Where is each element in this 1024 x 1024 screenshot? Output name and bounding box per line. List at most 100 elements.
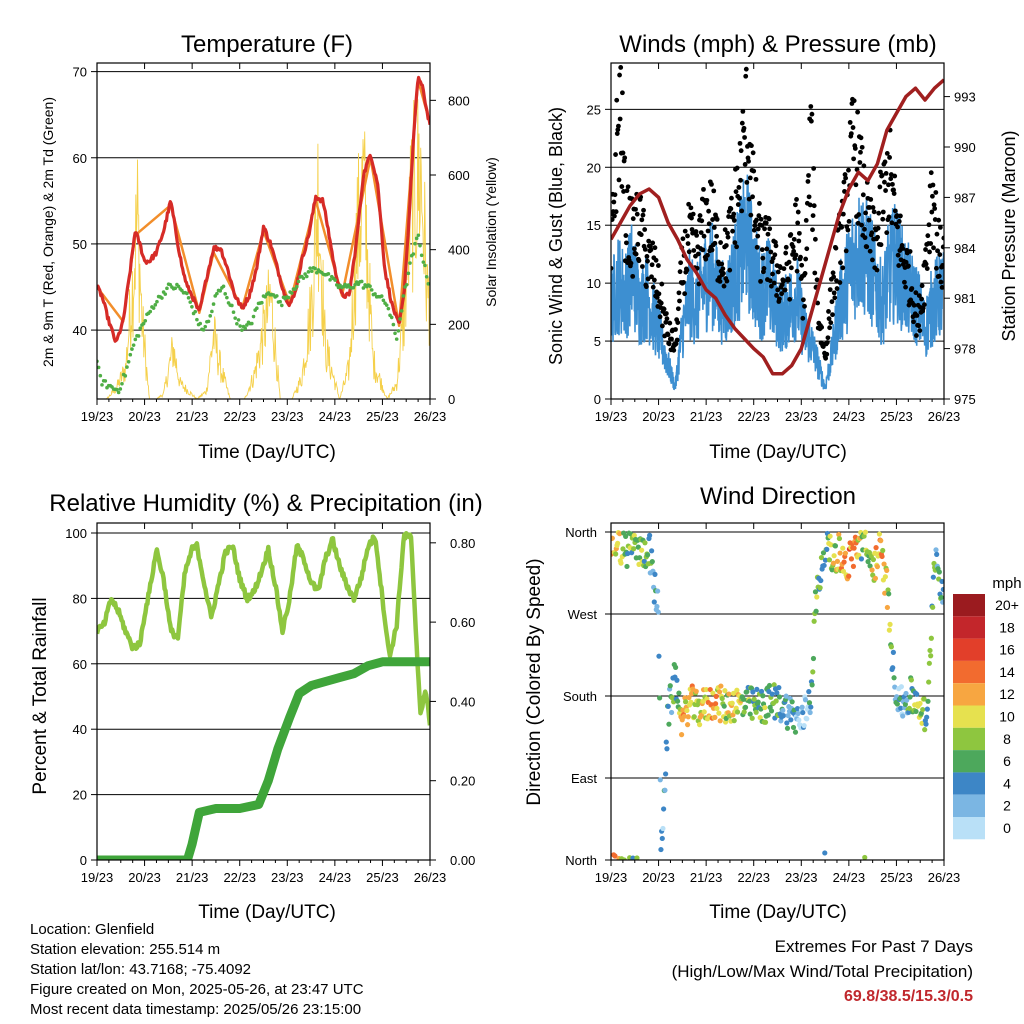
direction-series (611, 529, 944, 860)
direction-point (921, 696, 927, 702)
dewpoint-point (143, 318, 148, 323)
gust-point (739, 208, 745, 214)
gust-point (767, 226, 773, 232)
direction-point (655, 588, 661, 594)
direction-point (908, 677, 914, 683)
gust-point (928, 241, 934, 246)
x-tick-label: 20/23 (128, 409, 161, 424)
gust-point (771, 280, 777, 286)
gust-point (611, 199, 617, 205)
direction-point (631, 532, 637, 539)
x-tick-label: 24/23 (319, 870, 352, 885)
direction-point (712, 701, 719, 707)
gust-point (752, 223, 758, 229)
direction-point (758, 706, 764, 712)
direction-point (836, 531, 842, 538)
direction-point (663, 771, 669, 777)
gust-point (787, 296, 793, 302)
gust-point (634, 211, 640, 217)
dewpoint-point (314, 270, 319, 275)
x-tick-label: 19/23 (81, 409, 114, 424)
direction-point (780, 713, 787, 719)
y2-tick-label: 800 (448, 93, 470, 108)
x-tick-label: 19/23 (595, 409, 628, 424)
gust-point (615, 127, 621, 133)
dewpoint-point (416, 233, 421, 238)
gust-point (781, 266, 787, 272)
gust-point (625, 184, 631, 190)
gust-point (936, 273, 942, 279)
gust-point (924, 266, 930, 271)
gust-point (759, 222, 765, 228)
direction-point (696, 722, 703, 728)
gust-point (788, 265, 794, 271)
gust-point (859, 222, 865, 228)
gust-point (937, 224, 943, 230)
gust-point (934, 231, 940, 237)
direction-point (746, 698, 753, 704)
direction-point (651, 599, 657, 605)
direction-point (611, 535, 615, 541)
direction-point (808, 704, 814, 710)
dewpoint-point (245, 323, 249, 327)
y2-tick-label: 993 (954, 90, 976, 105)
dewpoint-point (353, 282, 357, 287)
direction-point (612, 853, 618, 859)
gust-point (831, 274, 837, 280)
direction-point (701, 709, 707, 715)
humidity-axes: 19/23 20/23 21/23 22/23 23/23 24/23 25/23 26/23… (65, 523, 475, 885)
gust-point (675, 320, 681, 325)
gust-point (734, 244, 739, 250)
gust-point (808, 118, 814, 124)
dewpoint-point (233, 316, 237, 320)
direction-point (840, 545, 846, 551)
legend-swatch (953, 794, 985, 817)
dewpoint-point (195, 317, 199, 322)
legend-swatch (953, 772, 985, 795)
gust-point (802, 303, 807, 309)
direction-point (886, 591, 892, 597)
dewpoint-point (221, 284, 226, 289)
y2-tick-label: 0.00 (450, 853, 475, 868)
direction-point (773, 698, 779, 704)
direction-point (907, 694, 913, 700)
direction-point (631, 546, 637, 552)
gust-point (853, 182, 859, 188)
dewpoint-point (243, 326, 247, 331)
direction-point (799, 704, 805, 710)
direction-point (934, 551, 940, 557)
direction-point (925, 698, 931, 704)
temperature-2m-line (97, 75, 430, 343)
gust-point (891, 187, 896, 193)
legend-swatch (953, 817, 985, 840)
gust-point (786, 259, 792, 265)
gust-point (735, 202, 741, 207)
direction-point (900, 713, 906, 719)
gust-point (658, 300, 664, 306)
dewpoint-point (238, 324, 242, 328)
gust-point (840, 265, 846, 271)
gust-point (628, 260, 634, 266)
dewpoint-point (313, 266, 317, 271)
dewpoint-point (163, 292, 168, 296)
y-tick-label: 60 (73, 151, 87, 166)
x-tick-label: 22/23 (223, 870, 256, 885)
direction-axes: 19/23 20/23 21/23 22/23 23/23 24/23 25/23 26/23… (563, 523, 960, 885)
direction-point (703, 686, 709, 693)
gust-point (657, 314, 663, 320)
gust-point (900, 246, 906, 251)
direction-point (887, 621, 893, 627)
gust-point (709, 247, 715, 253)
gust-point (861, 163, 867, 169)
direction-point (811, 618, 817, 624)
gust-point (878, 242, 884, 248)
direction-point (769, 691, 775, 697)
dewpoint-point (251, 314, 256, 319)
dewpoint-point (120, 381, 124, 386)
gust-point (737, 195, 742, 201)
gust-point (705, 252, 710, 258)
dewpoint-point (136, 334, 141, 338)
gust-point (796, 230, 802, 236)
gust-point (644, 254, 650, 259)
gust-point (935, 248, 940, 254)
